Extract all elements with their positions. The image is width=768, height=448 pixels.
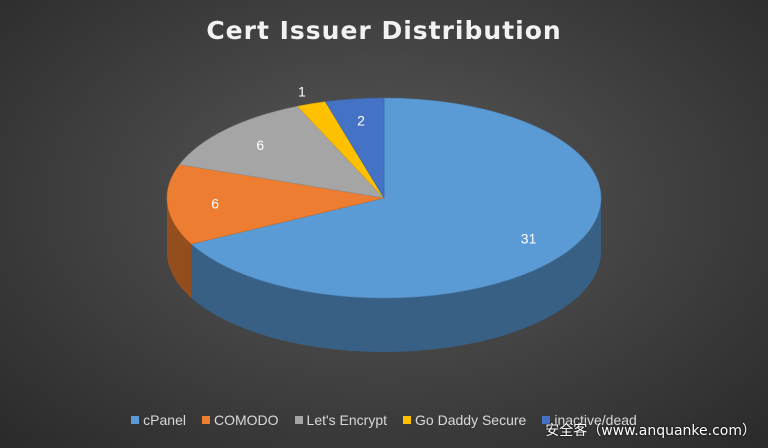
legend-swatch xyxy=(201,416,210,424)
pie-side-comodo xyxy=(167,198,192,299)
pie-data-labels: 31 6 6 1 2 xyxy=(211,84,536,247)
pie-side-walls xyxy=(167,198,601,352)
watermark-text: 安全客（www.anquanke.com） xyxy=(545,423,756,439)
chart-legend: cPanel COMODO Let's Encrypt Go Daddy Secure… xyxy=(0,412,768,428)
legend-swatch xyxy=(403,416,412,424)
legend-swatch xyxy=(542,416,551,424)
data-label-cpanel: 31 xyxy=(521,231,537,247)
data-label-go-daddy-secure: 1 xyxy=(298,84,306,100)
legend-label: Go Daddy Secure xyxy=(415,412,527,428)
legend-label: COMODO xyxy=(213,412,279,428)
legend-swatch xyxy=(294,416,303,424)
legend-swatch xyxy=(131,416,140,424)
legend-label: cPanel xyxy=(143,412,186,428)
chart-title: Cert Issuer Distribution xyxy=(206,16,562,45)
legend-item: cPanel xyxy=(131,412,186,428)
pie-slice-cpanel xyxy=(190,97,602,299)
pie-slice-let-s-encrypt xyxy=(178,105,385,199)
pie-slice-inactive-dead xyxy=(324,97,385,200)
legend-item: inactive/dead xyxy=(542,412,637,428)
legend-item: Go Daddy Secure xyxy=(403,412,526,428)
legend-item: Let's Encrypt xyxy=(294,412,388,428)
data-label-inactive-dead: 2 xyxy=(357,113,365,129)
pie-top-faces xyxy=(166,97,602,299)
legend-label: inactive/dead xyxy=(554,412,637,428)
pie-side-cpanel xyxy=(191,198,601,352)
pie-slice-comodo xyxy=(166,164,385,245)
legend-label: Let's Encrypt xyxy=(306,412,388,428)
data-label-comodo: 6 xyxy=(211,195,219,211)
legend-item: COMODO xyxy=(201,412,279,428)
data-label-let-s-encrypt: 6 xyxy=(256,137,264,153)
